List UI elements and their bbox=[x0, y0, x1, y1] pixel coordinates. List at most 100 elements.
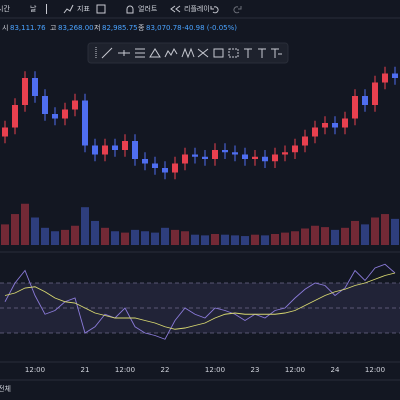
volume-bar bbox=[131, 229, 139, 245]
indicator-icon[interactable] bbox=[63, 4, 74, 14]
note-tool[interactable] bbox=[258, 48, 266, 58]
indicators-button[interactable]: 지표 bbox=[77, 4, 90, 13]
drawing-toolbar bbox=[87, 42, 289, 64]
volume-bar bbox=[221, 234, 229, 245]
candle-body bbox=[152, 163, 158, 168]
candle-body bbox=[2, 127, 8, 137]
candle-body bbox=[162, 168, 168, 173]
layout-icon[interactable] bbox=[96, 4, 106, 14]
candle-body bbox=[52, 114, 58, 119]
anchored-text-tool[interactable] bbox=[271, 48, 282, 58]
fib-tool[interactable] bbox=[135, 48, 145, 58]
candle-body bbox=[332, 123, 338, 128]
candle-body bbox=[252, 156, 258, 159]
cycle-tool[interactable] bbox=[197, 48, 209, 58]
close-label: 종 bbox=[138, 24, 145, 32]
candle-body bbox=[22, 78, 28, 105]
volume-bar bbox=[181, 231, 189, 245]
x-tick-label: 12:00 bbox=[115, 366, 135, 374]
high-value: 83,268.00 bbox=[58, 24, 94, 32]
volume-bar bbox=[11, 214, 19, 245]
x-tick-label: 22 bbox=[161, 366, 170, 374]
volume-bar bbox=[311, 225, 319, 245]
trend-line-tool[interactable] bbox=[101, 47, 113, 59]
volume-bar bbox=[161, 227, 169, 245]
candle-body bbox=[282, 152, 288, 155]
rect-tool[interactable] bbox=[213, 48, 224, 58]
candle-body bbox=[12, 105, 18, 128]
indicator-line bbox=[4, 263, 396, 340]
candle-body bbox=[142, 159, 148, 164]
ohlc-legend: 시 83,111.76 고 83,268.00 저 82,985.75 종 83… bbox=[2, 23, 237, 32]
x-tick-label: 24 bbox=[331, 366, 340, 374]
candle-body bbox=[272, 154, 278, 162]
volume-bar bbox=[201, 235, 209, 245]
replay-button[interactable]: 리플레이 bbox=[184, 4, 210, 13]
volume-bar bbox=[251, 234, 259, 245]
wave-tool[interactable] bbox=[164, 47, 178, 58]
x-tick-label: 12:00 bbox=[365, 366, 385, 374]
candle-body bbox=[32, 78, 38, 96]
alert-icon[interactable] bbox=[126, 5, 134, 14]
volume-bar bbox=[151, 232, 159, 245]
candle-body bbox=[112, 145, 118, 150]
candle-body bbox=[392, 73, 398, 78]
volume-bar bbox=[111, 231, 119, 245]
open-value: 83,111.76 bbox=[10, 24, 46, 32]
candle-body bbox=[82, 100, 88, 146]
interval-value[interactable]: 날 bbox=[30, 4, 37, 13]
volume-bar bbox=[51, 231, 59, 245]
candle-body bbox=[222, 150, 228, 153]
volume-bar bbox=[291, 231, 299, 245]
alert-button[interactable]: 얼러트 bbox=[138, 4, 158, 13]
candle-body bbox=[132, 141, 138, 159]
volume-bar bbox=[381, 214, 389, 245]
toolbar: 시간 날 지표 얼러트 리플레이 bbox=[0, 4, 242, 14]
candle-body bbox=[342, 118, 348, 128]
volume-bar bbox=[61, 229, 69, 245]
signal-line bbox=[4, 272, 396, 330]
volume-bar bbox=[391, 218, 399, 245]
low-value: 82,985.75 bbox=[102, 24, 138, 32]
undo-icon[interactable] bbox=[210, 6, 219, 14]
elliott-tool[interactable] bbox=[181, 47, 195, 59]
volume-bar bbox=[191, 234, 199, 245]
candle-icon[interactable] bbox=[46, 4, 47, 14]
volume-bar bbox=[281, 232, 289, 245]
candle-body bbox=[92, 145, 98, 155]
candle-body bbox=[122, 141, 128, 150]
candle-body bbox=[352, 96, 358, 119]
range-tool[interactable] bbox=[228, 48, 239, 58]
x-tick-label: 12:00 bbox=[25, 366, 45, 374]
plot: 12:00 21 12:00 22 12:00 23 12:00 24 12:00 bbox=[0, 66, 400, 374]
low-label: 저 bbox=[94, 23, 100, 32]
range-button[interactable]: 전체 bbox=[0, 384, 11, 393]
candle-body bbox=[262, 156, 268, 162]
redo-icon[interactable] bbox=[233, 6, 242, 14]
candle-body bbox=[202, 156, 208, 159]
drawing-toolbar-bg bbox=[87, 42, 289, 64]
x-tick-label: 21 bbox=[81, 366, 90, 374]
volume-bar bbox=[271, 234, 279, 245]
volume-bar bbox=[261, 235, 269, 245]
volume-bar bbox=[171, 229, 179, 245]
high-label: 고 bbox=[50, 24, 57, 32]
candle-body bbox=[372, 82, 378, 105]
volume-bar bbox=[71, 225, 79, 245]
x-tick-label: 23 bbox=[251, 366, 260, 374]
volume-bar bbox=[351, 220, 359, 245]
candle-body bbox=[182, 154, 188, 164]
candle-body bbox=[72, 100, 78, 110]
pattern-tool[interactable] bbox=[149, 48, 161, 58]
candle-body bbox=[62, 109, 68, 119]
open-label: 시 bbox=[2, 24, 8, 32]
candle-body bbox=[232, 152, 238, 155]
candle-body bbox=[102, 145, 108, 155]
text-tool[interactable] bbox=[244, 48, 252, 58]
x-tick-label: 12:00 bbox=[285, 366, 305, 374]
cross-tool[interactable] bbox=[118, 50, 130, 56]
replay-icon[interactable] bbox=[170, 5, 181, 13]
interval-label[interactable]: 시간 bbox=[0, 4, 10, 13]
candle-body bbox=[192, 154, 198, 157]
candle-body bbox=[382, 73, 388, 83]
